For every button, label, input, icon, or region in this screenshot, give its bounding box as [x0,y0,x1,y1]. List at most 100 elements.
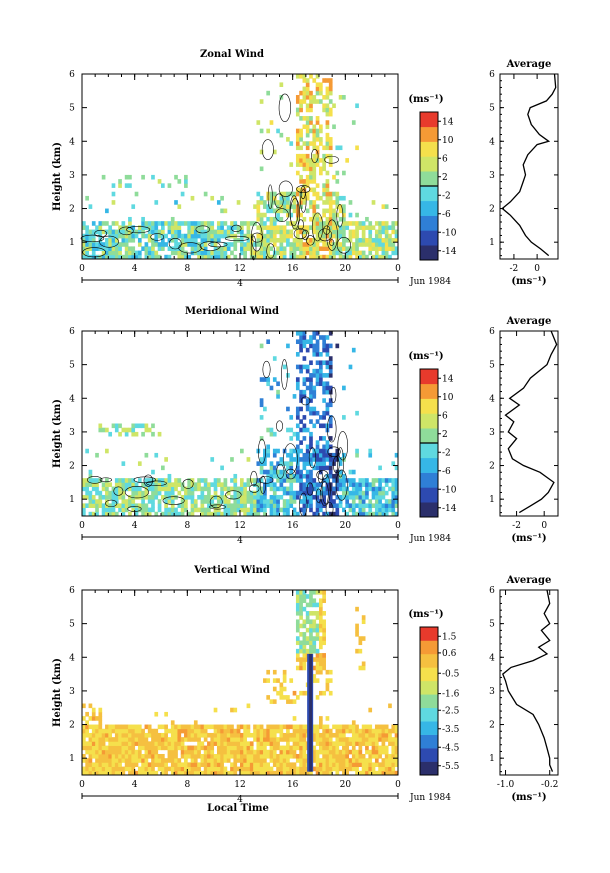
heatmap-cell [299,246,303,251]
heatmap-cell [289,204,294,209]
heatmap-cell [355,490,359,496]
heatmap-cell [361,758,366,763]
heatmap-cell [342,741,346,746]
contour-line [231,224,242,232]
heatmap-cell [151,770,155,776]
heatmap-cell [161,183,165,188]
heatmap-cell [88,770,93,776]
heatmap-cell [325,385,330,391]
heatmap-cell [236,758,241,763]
contour-line [105,499,118,508]
heatmap-cell [246,724,251,730]
heatmap-cell [111,250,116,256]
heatmap-cell [322,162,326,167]
heatmap-cell [256,511,261,517]
heatmap-cell [131,732,136,738]
heatmap-cell [164,758,168,763]
heatmap-cell [137,503,142,508]
heatmap-cell [309,632,313,637]
heatmap-cell [328,669,333,675]
heatmap-cell [391,461,396,466]
heatmap-cell [91,237,96,243]
contour-line [182,478,194,489]
heatmap-cell [111,486,116,492]
heatmap-cell [305,452,310,458]
y-tick-label: 5 [69,620,75,630]
heatmap-cell [197,732,201,738]
heatmap-cell [315,86,320,92]
heatmap-cell [131,753,136,759]
heatmap-cell [207,233,211,239]
heatmap-cell [319,158,323,163]
heatmap-cell [315,183,320,188]
heatmap-cell [193,745,198,751]
heatmap-cell [282,195,287,201]
heatmap-cell [319,762,323,767]
heatmap-cell [302,99,307,104]
heatmap-cell [309,103,313,109]
heatmap-cell [180,254,185,260]
heatmap-cell [213,741,218,746]
heatmap-cell [236,745,241,751]
heatmap-cell [197,507,201,513]
heatmap-cell [253,499,257,504]
heatmap-cell [322,448,326,454]
heatmap-cell [114,503,119,508]
heatmap-cell [312,665,317,671]
heatmap-cell [358,503,363,508]
heatmap-cell [134,741,139,746]
heatmap-cell [95,503,99,508]
heatmap-cell [98,724,103,730]
heatmap-cell [302,242,307,247]
heatmap-cell [295,598,300,604]
heatmap-cell [147,250,152,256]
heatmap-cell [124,745,129,751]
heatmap-cell [167,494,172,500]
heatmap-cell [164,770,168,776]
heatmap-cell [299,724,303,730]
heatmap-cell [144,753,149,759]
heatmap-cell [105,758,109,763]
heatmap-cell [91,749,96,755]
heatmap-cell [365,482,369,487]
heatmap-cell [180,749,185,755]
y-tick-label: 1 [69,754,75,764]
heatmap-cell [338,246,343,251]
heatmap-cell [305,124,310,130]
colorbar-swatch [420,141,438,157]
heatmap-cell [216,494,221,500]
heatmap-cell [200,490,205,496]
heatmap-cell [243,499,247,504]
heatmap-cell [187,242,192,247]
heatmap-cell [210,766,215,772]
heatmap-cell [164,741,168,746]
heatmap-cell [121,745,126,751]
heatmap-cell [289,427,294,433]
heatmap-cell [230,745,234,751]
contour-line [99,477,113,483]
contour-line [143,474,153,487]
heatmap-cell [374,741,379,746]
heatmap-cell [332,250,336,256]
heatmap-cell [141,758,145,763]
heatmap-cell [305,398,310,403]
heatmap-cell [141,229,145,235]
heatmap-cell [355,212,359,218]
heatmap-cell [141,431,145,437]
heatmap-cell [259,728,264,734]
heatmap-cell [295,141,300,146]
heatmap-cell [105,753,109,759]
heatmap-cell [355,724,359,730]
heatmap-cell [180,753,185,759]
heatmap-cell [374,749,379,755]
heatmap-cell [144,482,149,487]
heatmap-cell [118,246,122,251]
panel-title: Vertical Wind [193,565,270,576]
heatmap-cell [95,225,99,230]
heatmap-cell [328,360,333,366]
heatmap-cell [328,419,333,424]
heatmap-cell [295,758,300,763]
heatmap-cell [197,229,201,235]
heatmap-cell [299,457,303,462]
colorbar-swatch [420,734,438,749]
